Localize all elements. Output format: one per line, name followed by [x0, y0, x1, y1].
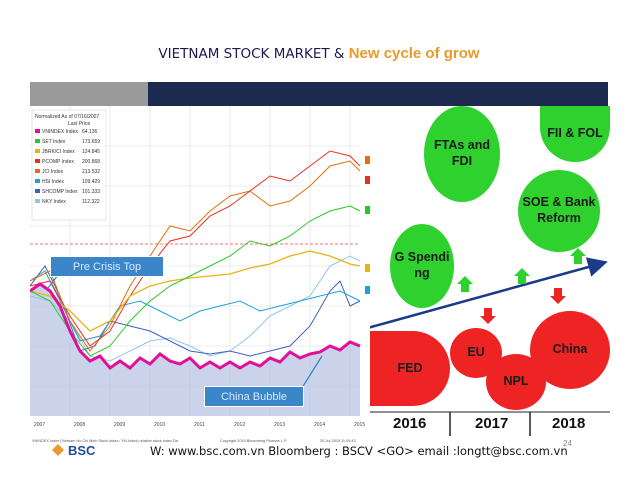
- up-arrow-icon: [457, 276, 473, 292]
- x-axis-ticks: 2007 2008 2009 2010 2011 2012 2013 2014 2015: [34, 422, 365, 428]
- series-vnindex: [29, 282, 361, 371]
- x-tick-label: 2014: [314, 422, 325, 428]
- legend-swatch: [35, 169, 40, 173]
- legend-item-value: 101.333: [82, 189, 100, 195]
- legend-item-name: JCI Index: [42, 169, 64, 175]
- title-highlight: New cycle of grow: [348, 45, 480, 62]
- legend-item-value: 109.429: [82, 179, 100, 185]
- header-bar-grey: [30, 82, 148, 106]
- footer-contact: W: www.bsc.com.vn Bloomberg : BSCV <GO> …: [150, 444, 568, 458]
- down-arrows: [480, 288, 566, 324]
- year-label: 2017: [475, 415, 509, 432]
- legend-swatch: [35, 179, 40, 183]
- legend-item-name: PCOMP Index: [42, 159, 74, 165]
- series-hsi: [29, 270, 361, 342]
- x-tick-label: 2009: [114, 422, 125, 428]
- legend-item-name: NKY Index: [42, 199, 66, 205]
- bloomberg-chart: Normalized As of 07/16/2007 Last Price V…: [29, 106, 370, 446]
- factor-ftas: FTAs and FDI: [424, 106, 500, 202]
- legend-swatch: [35, 149, 40, 153]
- x-tick-label: 2010: [154, 422, 165, 428]
- legend-sub: Last Price: [68, 121, 90, 127]
- up-arrows: [457, 248, 586, 292]
- factors-svg: [370, 248, 610, 436]
- svg-text:BSC: BSC: [68, 443, 96, 458]
- legend-item-value: 112.322: [82, 199, 100, 205]
- legend-item-name: SHCOMP Index: [42, 189, 78, 195]
- title-main: VIETNAM STOCK MARKET &: [158, 46, 349, 62]
- legend-item-name: SET Index: [42, 139, 66, 145]
- header-bar-navy: [148, 82, 608, 106]
- x-tick-label: 2011: [194, 422, 205, 428]
- legend-swatch: [35, 159, 40, 163]
- legend-swatch: [35, 129, 40, 133]
- series-pcomp: [29, 150, 361, 347]
- factor-fii: FII & FOL: [540, 106, 610, 162]
- factors-panel: FTAs and FDI FII & FOL SOE & Bank Reform…: [370, 106, 610, 446]
- x-tick-label: 2007: [34, 422, 45, 428]
- series-jbrk: [29, 250, 361, 332]
- legend-box: [31, 109, 107, 221]
- legend-item-value: 173.659: [82, 139, 100, 145]
- legend-item-name: HSI Index: [42, 179, 64, 185]
- x-tick-label: 2008: [74, 422, 85, 428]
- callout-pre-crisis: Pre Crisis Top: [50, 256, 164, 277]
- bsc-logo: BSC: [52, 442, 132, 458]
- page-number: 24: [563, 439, 572, 448]
- series-set: [29, 205, 361, 357]
- vnindex-area: [30, 284, 360, 416]
- factor-soe: SOE & Bank Reform: [518, 170, 600, 252]
- legend-swatch: [35, 189, 40, 193]
- right-axis-tags: [365, 156, 370, 294]
- callout-china-bubble: China Bubble: [204, 386, 304, 407]
- down-arrow-icon: [480, 308, 496, 324]
- legend-swatch: [35, 199, 40, 203]
- legend-item-value: 64.136: [82, 129, 98, 135]
- factor-china: China: [530, 311, 610, 389]
- legend-item-name: VNINDEX Index: [42, 129, 78, 135]
- x-tick-label: 2013: [274, 422, 285, 428]
- x-tick-label: 2012: [234, 422, 245, 428]
- legend-item-value: 200.868: [82, 159, 100, 165]
- down-arrow-icon: [550, 288, 566, 304]
- copyright: Copyright 2015 Bloomberg Finance L.P.: [220, 439, 287, 443]
- slide-title: VIETNAM STOCK MARKET & New cycle of grow: [0, 45, 638, 62]
- legend-item-value: 213.532: [82, 169, 100, 175]
- x-tick-label: 2015: [354, 422, 365, 428]
- series-jci: [29, 160, 361, 352]
- series-nky: [29, 255, 361, 362]
- series-shcomp: [29, 265, 361, 357]
- china-bubble-arrow: [299, 355, 323, 392]
- year-label: 2016: [393, 415, 427, 432]
- up-arrow-icon: [570, 248, 586, 264]
- legend-item-value: 124.845: [82, 149, 100, 155]
- source-line: VNINDEX Index (Vietnam Ho Chi Minh Stock…: [32, 439, 179, 443]
- legend-item-name: JBRK/CI Index: [42, 149, 75, 155]
- legend-header: Normalized As of 07/16/2007: [35, 114, 99, 120]
- trend-arrow: [370, 257, 608, 329]
- legend-items: VNINDEX Index 64.136 SET Index 173.659 JBRK/…: [35, 129, 100, 205]
- legend-swatch: [35, 139, 40, 143]
- date-stamp: 20-Jul-2015 11:09:43: [320, 439, 356, 443]
- factor-fed: FED: [370, 331, 450, 406]
- factor-g-spending: G Spendi ng: [390, 224, 454, 308]
- up-arrow-icon: [514, 268, 530, 284]
- year-label: 2018: [552, 415, 586, 432]
